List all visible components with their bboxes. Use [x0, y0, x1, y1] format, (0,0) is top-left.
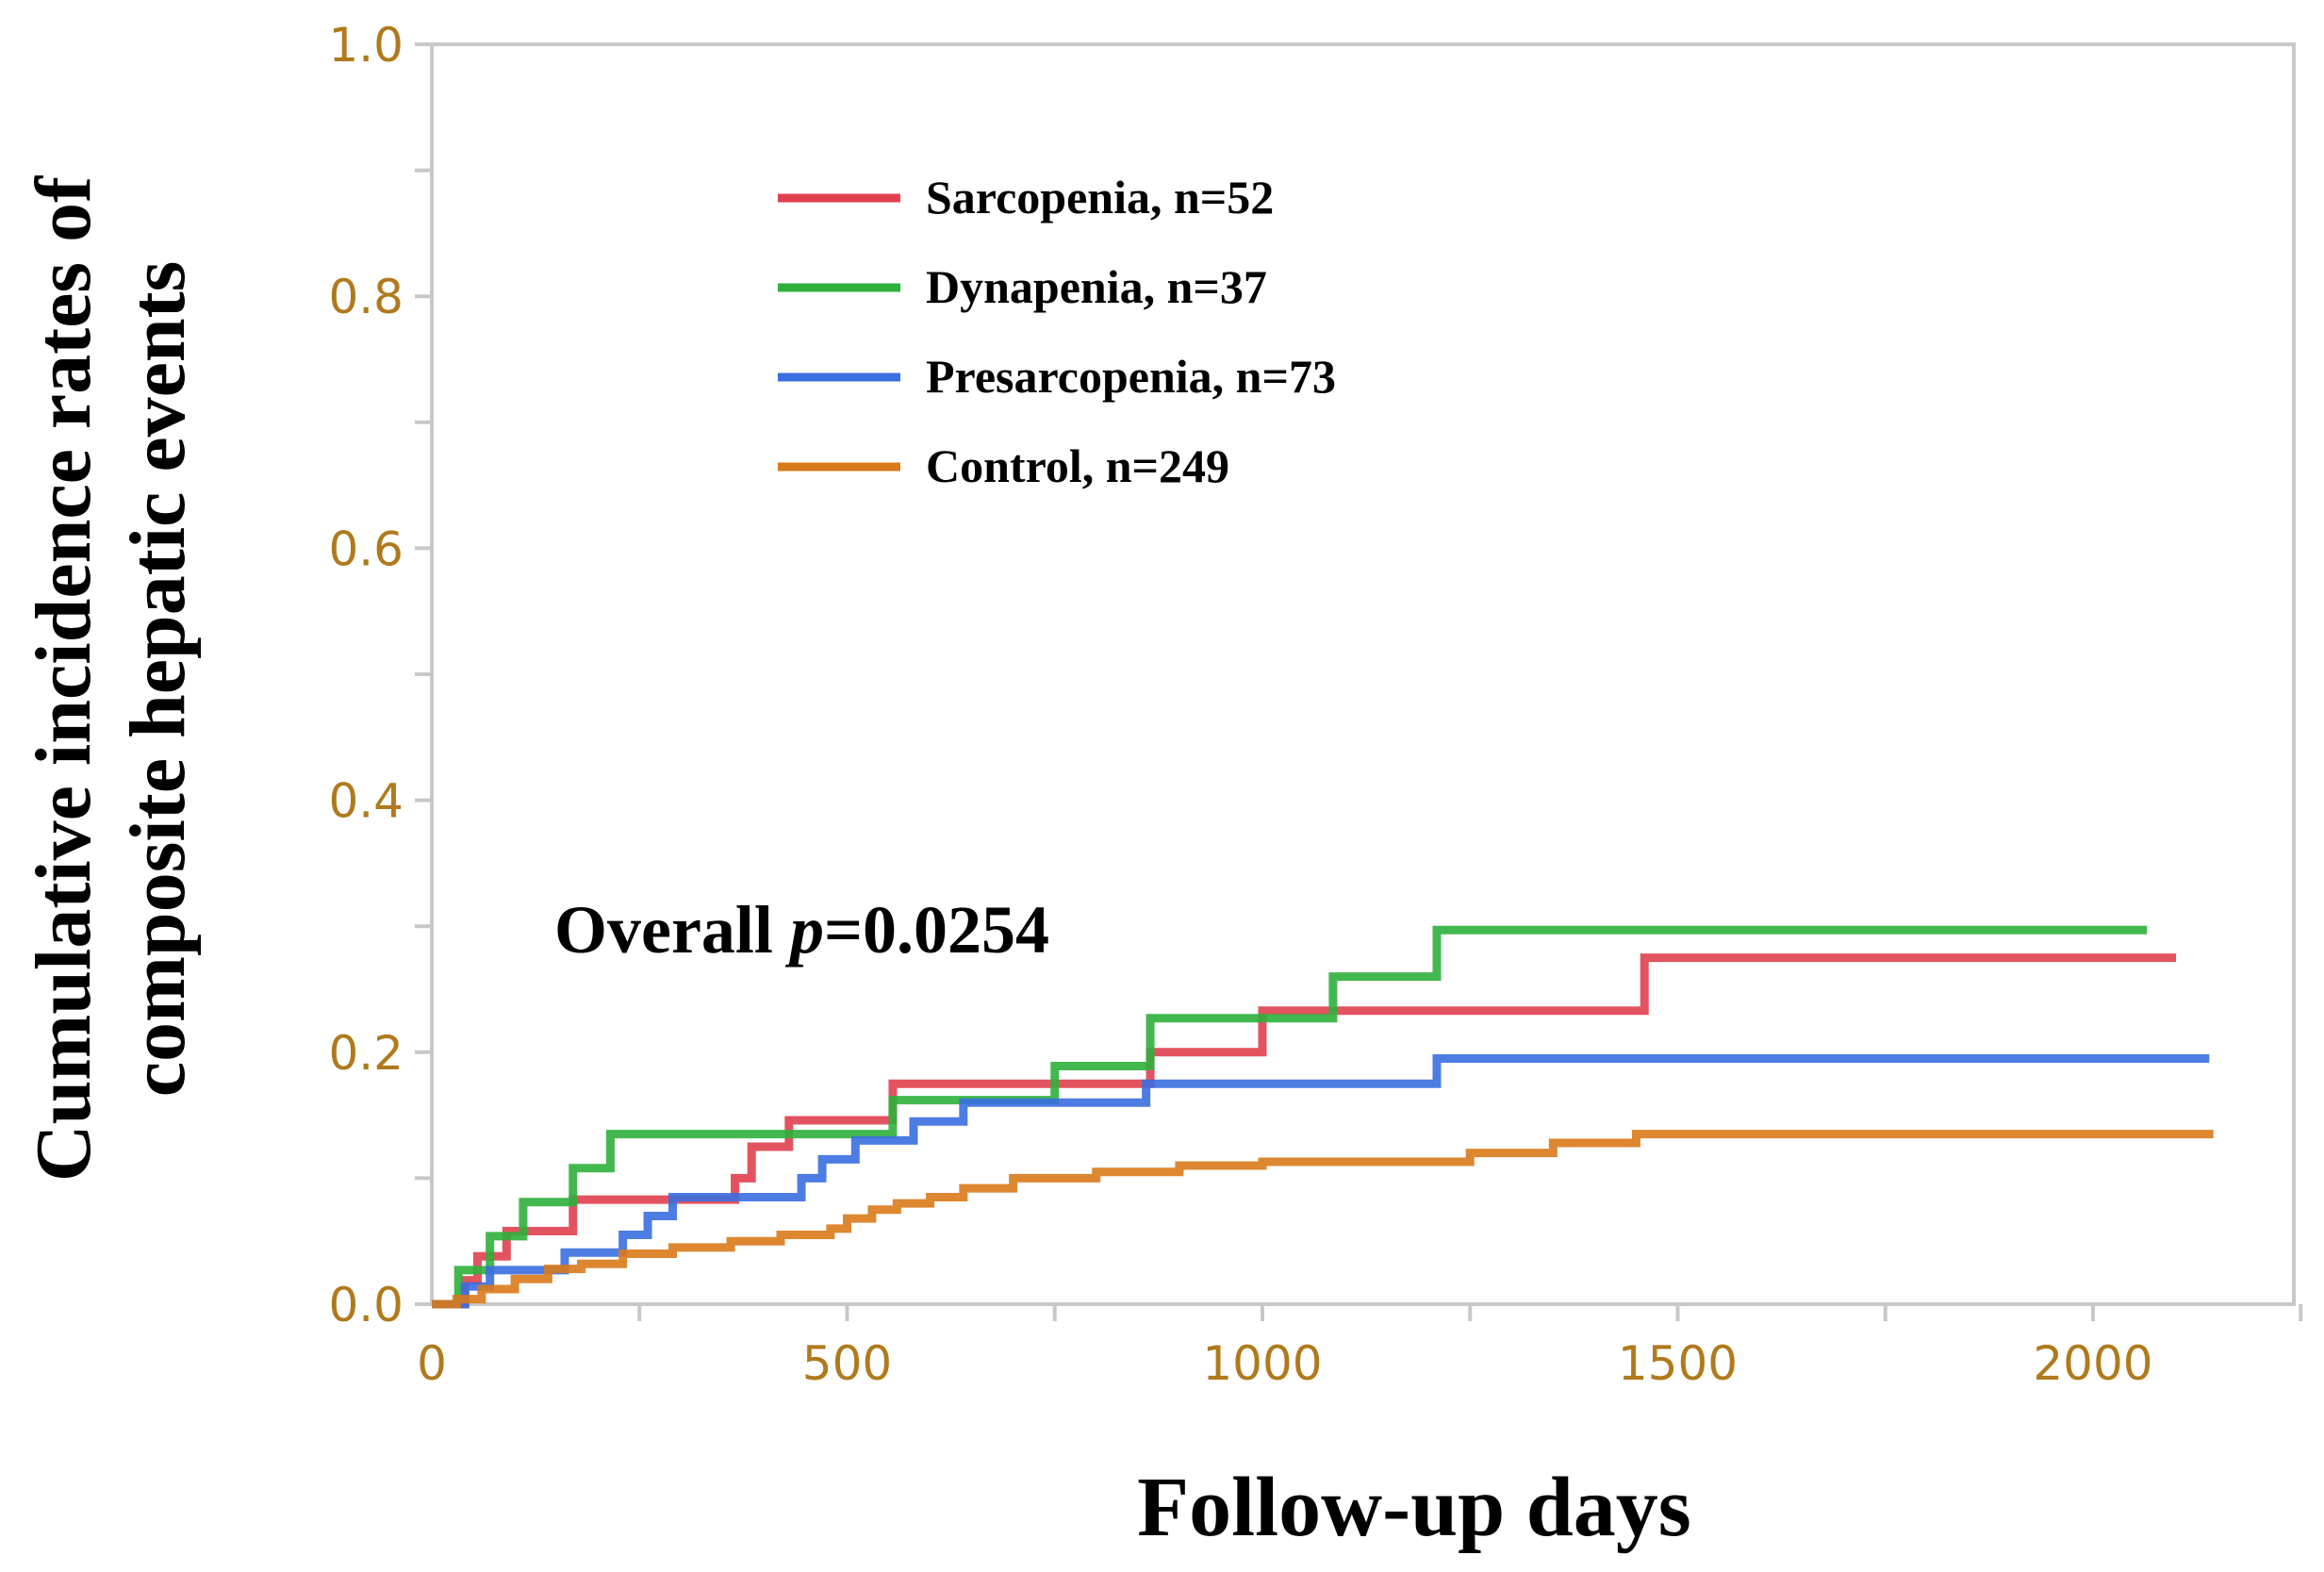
- legend-label: Dynapenia, n=37: [926, 260, 1267, 313]
- x-tick-label: 1000: [1202, 1336, 1322, 1391]
- y-tick-label: 0.6: [328, 521, 404, 576]
- x-tick-label: 1500: [1618, 1336, 1738, 1391]
- x-tick-label: 0: [417, 1336, 447, 1391]
- p-value-annotation: Overall p=0.0254: [554, 892, 1049, 968]
- plot-frame: [430, 42, 2296, 1306]
- series-line-presarcopenia: [432, 1053, 2210, 1309]
- series-lines: [432, 925, 2214, 1309]
- y-tick-label: 0.4: [328, 774, 404, 829]
- legend-label: Sarcopenia, n=52: [926, 171, 1274, 223]
- series-line-control: [432, 1130, 2214, 1309]
- series-line-dynapenia: [432, 925, 2148, 1309]
- axes: 0 500 1000 1500 2000 0.0 0.2 0.4 0.6 0.8 1.0: [328, 18, 2303, 1391]
- y-tick-label: 0.8: [328, 270, 404, 324]
- y-axis-label-line1: Cumulative incidence rates of: [20, 175, 107, 1182]
- y-tick-label: 1.0: [328, 18, 404, 73]
- x-tick-label: 2000: [2033, 1336, 2152, 1391]
- y-tick-label: 0.0: [328, 1278, 404, 1332]
- x-axis-label: Follow-up days: [1137, 1461, 1691, 1554]
- legend: Sarcopenia, n=52 Dynapenia, n=37 Presarcop…: [778, 171, 1336, 492]
- legend-label: Presarcopenia, n=73: [926, 350, 1336, 403]
- series-line-sarcopenia: [432, 953, 2177, 1309]
- x-tick-label: 500: [802, 1336, 892, 1391]
- y-tick-label: 0.2: [328, 1026, 404, 1081]
- y-axis-label-line2: composite hepatic events: [114, 261, 202, 1098]
- legend-label: Control, n=249: [926, 439, 1229, 492]
